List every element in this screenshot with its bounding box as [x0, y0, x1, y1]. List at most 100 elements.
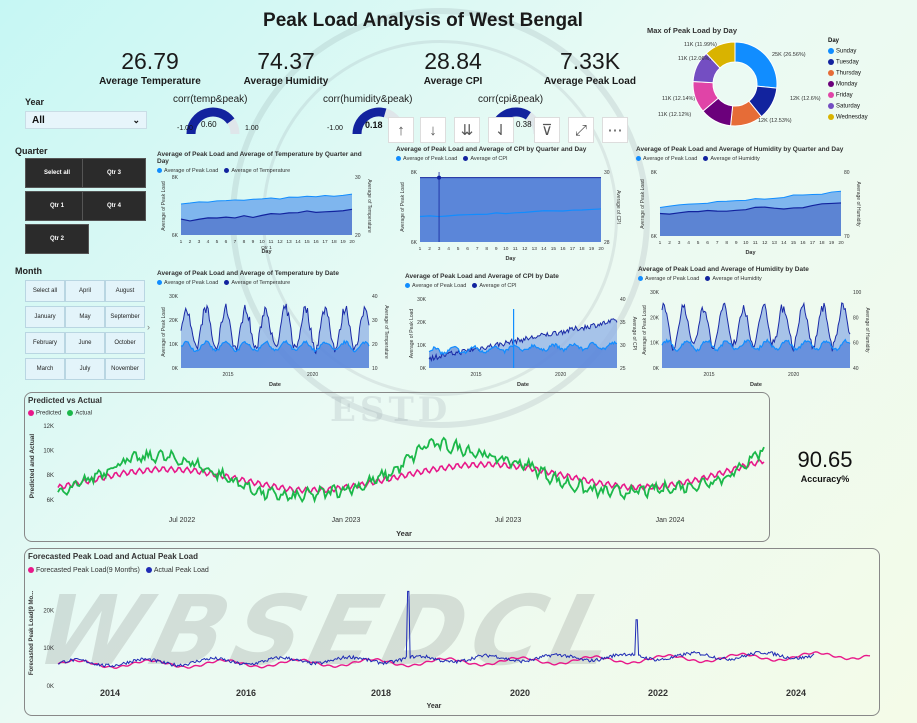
month-button-september[interactable]: September	[105, 306, 145, 328]
x-tick-label: 9	[252, 239, 255, 245]
quarter-button-qtr2[interactable]: Qtr 2	[25, 224, 89, 254]
y2-tick-label: 40	[372, 294, 378, 300]
donut-legend-tuesday[interactable]: Tuesday	[828, 59, 859, 66]
accuracy-label: Accuracy%	[800, 474, 850, 484]
chart-plot[interactable]: Average of Peak Load Average of Temperatu…	[157, 290, 389, 390]
legend-forecast[interactable]: Forecasted Peak Load(9 Months)	[28, 567, 140, 574]
legend-item-second[interactable]: Average of CPI	[472, 283, 517, 289]
y2-tick-label: 70	[844, 234, 850, 240]
x-subcategory-label: Qtr 1	[261, 245, 272, 251]
line-second-series	[659, 202, 842, 215]
y2-axis-title: Average of CPI	[631, 317, 637, 351]
expand-hierarchy-icon[interactable]: ⇃	[488, 117, 514, 143]
chart-title: Average of Peak Load and Average of CPI …	[396, 146, 587, 153]
legend-item-peak[interactable]: Average of Peak Load	[405, 283, 466, 289]
gauge-corr-temp[interactable]: corr(temp&peak) 0.60 -1.00 1.00	[155, 94, 265, 138]
double-arrow-down-icon[interactable]: ⇊	[454, 117, 480, 143]
kpi-avg-peak-load: 7.33K Average Peak Load	[525, 48, 655, 87]
hover-point	[437, 175, 442, 180]
x-tick-label: 14	[295, 239, 301, 245]
legend-item-second[interactable]: Average of Humidity	[703, 156, 760, 162]
legend-item-second[interactable]: Average of Temperature	[224, 168, 290, 174]
donut-legend-saturday[interactable]: Saturday	[828, 103, 860, 110]
legend-item-second[interactable]: Average of Humidity	[705, 276, 762, 282]
month-button-select-all[interactable]: Select all	[25, 280, 65, 302]
predicted-vs-actual-panel[interactable]	[24, 392, 770, 542]
filter-icon[interactable]: ⊽	[534, 117, 560, 143]
legend-predicted[interactable]: Predicted	[28, 410, 61, 417]
chart-quarter-cpi[interactable]: Average of Peak Load and Average of CPI …	[396, 146, 621, 264]
y2-axis-title: Average of Humidity	[855, 182, 861, 227]
focus-mode-icon[interactable]: ⤢	[568, 117, 594, 143]
quarter-button-qtr3[interactable]: Qtr 3	[82, 158, 146, 188]
quarter-button-select-all[interactable]: Select all	[25, 158, 89, 188]
legend-item-peak[interactable]: Average of Peak Load	[636, 156, 697, 162]
y-tick-label: 6K	[411, 240, 418, 246]
x-tick-label: 12	[762, 240, 768, 246]
gauge-corr-humidity[interactable]: corr(humidity&peak) 0.18 -1.00	[323, 94, 433, 138]
month-button-april[interactable]: April	[65, 280, 105, 302]
donut-legend-thursday[interactable]: Thursday	[828, 70, 861, 77]
chart-quarter-hum[interactable]: Average of Peak Load and Average of Humi…	[636, 146, 861, 258]
month-button-may[interactable]: May	[65, 306, 105, 328]
month-button-february[interactable]: February	[25, 332, 65, 354]
gauge-value: 0.60	[201, 120, 217, 129]
legend-item-peak[interactable]: Average of Peak Load	[157, 280, 218, 286]
donut-slice-wednesday	[705, 41, 736, 69]
kpi-value: 28.84	[424, 48, 482, 74]
chart-plot[interactable]: Average of Peak Load Average of Temperatu…	[157, 171, 372, 257]
donut-legend-friday[interactable]: Friday	[828, 92, 853, 99]
x-tick-label: 15	[551, 246, 557, 252]
month-button-june[interactable]: June	[65, 332, 105, 354]
chart-title: Average of Peak Load and Average of Humi…	[636, 146, 844, 153]
legend-item-peak[interactable]: Average of Peak Load	[157, 168, 218, 174]
x-tick-label: 2014	[100, 688, 120, 698]
chart-date-cpi[interactable]: Average of Peak Load and Average of CPI …	[405, 273, 637, 390]
chart-quarter-temp[interactable]: Average of Peak Load and Average of Temp…	[157, 151, 372, 257]
legend-item-second[interactable]: Average of CPI	[463, 156, 508, 162]
donut-legend-wednesday[interactable]: Wednesday	[828, 114, 868, 121]
pva-chart[interactable]: 6K 8K 10K 12K Predicted and Actual Jul 2022 Ja…	[24, 418, 770, 542]
legend-actual-peak[interactable]: Actual Peak Load	[145, 567, 209, 574]
legend-actual[interactable]: Actual	[67, 410, 92, 417]
x-tick-label: 18	[579, 246, 585, 252]
chart-plot[interactable]: Average of Peak Load Average of Humidity D…	[638, 286, 870, 390]
month-button-november[interactable]: November	[105, 358, 145, 380]
chevron-right-icon[interactable]: ›	[147, 322, 150, 332]
month-button-october[interactable]: October	[105, 332, 145, 354]
chart-plot[interactable]: Average of Peak Load Average of Humidity D…	[636, 166, 861, 258]
donut-chart[interactable]: 25K (26.56%) 12K (12.6%) 12K (12.53%) 11K (…	[640, 34, 870, 134]
x-tick-label: 1	[659, 240, 662, 246]
year-slicer-dropdown[interactable]: All ⌄	[25, 111, 147, 129]
more-options-icon[interactable]: ⋯	[602, 117, 628, 143]
month-button-july[interactable]: July	[65, 358, 105, 380]
x-tick-label: 15	[304, 239, 310, 245]
month-button-august[interactable]: August	[105, 280, 145, 302]
chart-date-hum[interactable]: Average of Peak Load and Average of Humi…	[638, 266, 870, 390]
x-tick-label: 11	[753, 240, 758, 246]
month-button-march[interactable]: March	[25, 358, 65, 380]
chart-plot[interactable]: Average of Peak Load Average of CPI Day 6K 8…	[396, 166, 621, 264]
chart-plot[interactable]: Average of Peak Load Average of CPI Date 0K…	[405, 293, 637, 390]
quarter-button-qtr4[interactable]: Qtr 4	[82, 191, 146, 221]
y-tick-label: 0K	[172, 366, 179, 372]
forecast-panel[interactable]	[24, 548, 880, 716]
legend-item-peak[interactable]: Average of Peak Load	[396, 156, 457, 162]
legend-item-peak[interactable]: Average of Peak Load	[638, 276, 699, 282]
month-button-january[interactable]: January	[25, 306, 65, 328]
donut-legend-monday[interactable]: Monday	[828, 81, 857, 88]
accuracy-value: 90.65	[797, 447, 853, 472]
quarter-button-qtr1[interactable]: Qtr 1	[25, 191, 89, 221]
donut-legend-sunday[interactable]: Sunday	[828, 48, 856, 55]
donut-slice-sunday	[734, 41, 778, 89]
arrow-up-icon[interactable]: ↑	[388, 117, 414, 143]
forecast-chart[interactable]: 0K 10K 20K Forecasted Peak Load(9 Mo... 2014…	[24, 574, 880, 716]
chart-date-temp[interactable]: Average of Peak Load and Average of Temp…	[157, 270, 389, 390]
donut-title: Max of Peak Load by Day	[647, 26, 738, 35]
arrow-down-icon[interactable]: ↓	[420, 117, 446, 143]
x-tick-label: 15	[791, 240, 797, 246]
gauge-value: 0.18	[365, 120, 383, 130]
y-axis-title: Average of Peak Load	[400, 182, 406, 232]
legend-item-second[interactable]: Average of Temperature	[224, 280, 290, 286]
y-tick-label: 10K	[650, 341, 660, 347]
